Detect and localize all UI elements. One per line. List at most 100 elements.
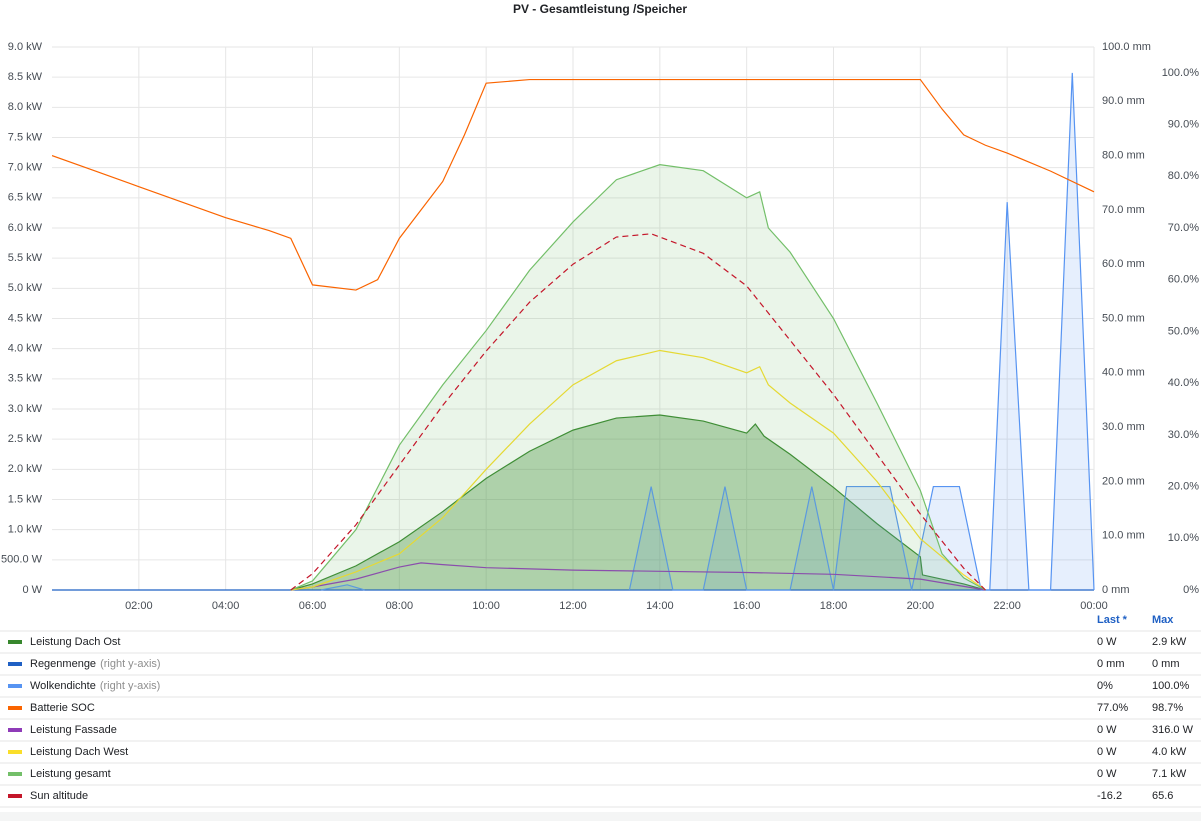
y2-tick-label: 10.0 mm — [1102, 530, 1145, 542]
series-line — [290, 414, 986, 591]
y2-tick-label: 100.0 mm — [1102, 41, 1151, 53]
series-line — [52, 78, 1095, 291]
y-tick-label: 8.0 kW — [8, 101, 43, 113]
y-tick-label: 7.0 kW — [8, 162, 43, 174]
legend-note: (right y-axis) — [100, 658, 161, 670]
footer-strip — [0, 812, 1201, 821]
x-tick-label: 12:00 — [559, 600, 587, 612]
legend-last: 0 W — [1097, 724, 1117, 736]
legend-entry[interactable]: Leistung Fassade — [30, 724, 117, 736]
legend-entry[interactable]: Sun altitude — [30, 790, 88, 802]
y3-tick-label: 70.0% — [1168, 222, 1199, 234]
legend-header: Max — [1152, 614, 1174, 626]
y3-tick-label: 80.0% — [1168, 170, 1199, 182]
y-tick-label: 1.5 kW — [8, 493, 43, 505]
legend-entry[interactable]: Leistung gesamt — [30, 768, 111, 780]
y-tick-label: 4.5 kW — [8, 312, 43, 324]
legend-max: 65.6 — [1152, 790, 1173, 802]
y2-tick-label: 30.0 mm — [1102, 421, 1145, 433]
x-tick-label: 04:00 — [212, 600, 240, 612]
legend-last: 77.0% — [1097, 702, 1128, 714]
y-tick-label: 2.5 kW — [8, 433, 43, 445]
series-area — [321, 584, 365, 590]
y-tick-label: 2.0 kW — [8, 463, 43, 475]
x-tick-label: 16:00 — [733, 600, 761, 612]
legend-max: 100.0% — [1152, 680, 1190, 692]
series-line — [321, 584, 365, 591]
series-line — [290, 233, 986, 591]
y2-tick-label: 0 mm — [1102, 584, 1130, 596]
y3-tick-label: 40.0% — [1168, 377, 1199, 389]
legend-note: (right y-axis) — [100, 680, 161, 692]
series-area — [290, 164, 986, 590]
legend-max: 98.7% — [1152, 702, 1183, 714]
y-tick-label: 3.5 kW — [8, 373, 43, 385]
y-tick-label: 1.0 kW — [8, 524, 43, 536]
y-tick-label: 5.0 kW — [8, 282, 43, 294]
y-tick-label: 3.0 kW — [8, 403, 43, 415]
x-tick-label: 10:00 — [472, 600, 500, 612]
x-tick-label: 02:00 — [125, 600, 153, 612]
y3-tick-label: 100.0% — [1162, 67, 1200, 79]
x-tick-label: 00:00 — [1080, 600, 1108, 612]
plot-area — [52, 72, 1095, 591]
y2-tick-label: 40.0 mm — [1102, 367, 1145, 379]
y2-tick-label: 80.0 mm — [1102, 150, 1145, 162]
y2-tick-label: 90.0 mm — [1102, 95, 1145, 107]
legend-entry[interactable]: Leistung Dach Ost — [30, 636, 121, 648]
y3-tick-label: 50.0% — [1168, 325, 1199, 337]
legend-last: 0 W — [1097, 768, 1117, 780]
legend-swatch — [8, 772, 22, 776]
y-tick-label: 9.0 kW — [8, 41, 43, 53]
y2-tick-label: 60.0 mm — [1102, 258, 1145, 270]
legend-last: 0% — [1097, 680, 1113, 692]
legend-swatch — [8, 750, 22, 754]
y-tick-label: 4.0 kW — [8, 343, 43, 355]
legend-max: 4.0 kW — [1152, 746, 1187, 758]
y-tick-label: 6.5 kW — [8, 192, 43, 204]
y2-tick-label: 70.0 mm — [1102, 204, 1145, 216]
legend-max: 316.0 W — [1152, 724, 1194, 736]
legend-max: 0 mm — [1152, 658, 1180, 670]
x-tick-label: 18:00 — [820, 600, 848, 612]
y-tick-label: 6.0 kW — [8, 222, 43, 234]
legend-last: 0 mm — [1097, 658, 1125, 670]
series-line — [290, 164, 986, 591]
x-tick-label: 06:00 — [299, 600, 327, 612]
x-tick-label: 20:00 — [907, 600, 935, 612]
legend-max: 2.9 kW — [1152, 636, 1187, 648]
y-tick-label: 8.5 kW — [8, 71, 43, 83]
legend-last: 0 W — [1097, 636, 1117, 648]
y3-tick-label: 0% — [1183, 584, 1199, 596]
y-tick-label: 5.5 kW — [8, 252, 43, 264]
y3-tick-label: 60.0% — [1168, 274, 1199, 286]
legend-header: Last * — [1097, 614, 1128, 626]
legend-entry[interactable]: Wolkendichte — [30, 680, 96, 692]
chart-title: PV - Gesamtleistung /Speicher — [513, 2, 687, 16]
series-line — [290, 562, 986, 591]
legend-max: 7.1 kW — [1152, 768, 1187, 780]
legend-entry[interactable]: Regenmenge — [30, 658, 96, 670]
x-tick-label: 08:00 — [386, 600, 414, 612]
y-tick-label: 7.5 kW — [8, 131, 43, 143]
x-tick-label: 14:00 — [646, 600, 674, 612]
legend-entry[interactable]: Leistung Dach West — [30, 746, 128, 758]
y3-tick-label: 30.0% — [1168, 429, 1199, 441]
legend-swatch — [8, 662, 22, 666]
legend-swatch — [8, 728, 22, 732]
y-tick-label: 500.0 W — [1, 554, 43, 566]
legend-swatch — [8, 684, 22, 688]
y-tick-label: 0 W — [22, 584, 42, 596]
y3-tick-label: 10.0% — [1168, 532, 1199, 544]
series-area — [290, 415, 986, 590]
series-line — [290, 349, 986, 591]
legend-swatch — [8, 706, 22, 710]
y3-tick-label: 90.0% — [1168, 118, 1199, 130]
y2-tick-label: 20.0 mm — [1102, 475, 1145, 487]
legend-swatch — [8, 794, 22, 798]
legend-entry[interactable]: Batterie SOC — [30, 702, 95, 714]
legend-last: 0 W — [1097, 746, 1117, 758]
x-tick-label: 22:00 — [993, 600, 1021, 612]
y2-tick-label: 50.0 mm — [1102, 312, 1145, 324]
